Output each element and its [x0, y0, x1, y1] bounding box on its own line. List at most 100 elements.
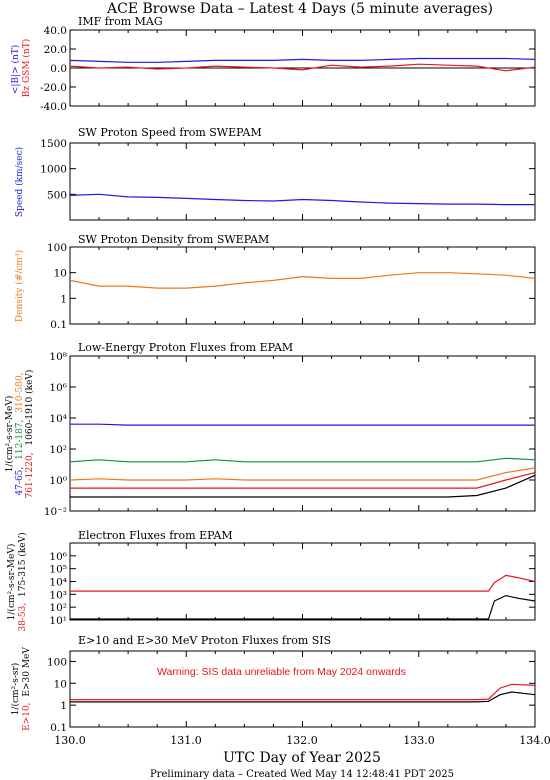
- panel-epam-electrons-ytick-label-0: 10¹: [49, 615, 67, 627]
- svg-text:761-1220, 1060-1910 (k: 761-1220, 1060-1910 (keV): [24, 370, 35, 499]
- panel-imf-ylabel: <|B|> (nT) Bz GSM (nT): [10, 39, 32, 97]
- panel-epam-electrons-ytick-label-2: 10³: [49, 589, 67, 601]
- panel-epam-protons-yticks: 10⁻² 10⁰ 10² 10⁴ 10⁶ 10⁸: [44, 351, 536, 518]
- panel-imf: IMF from MAG 40.0 20.0 0.0 -20.0 -40.0 <|B|>…: [10, 15, 536, 113]
- channel-label-47-65: 47-65,: [15, 467, 25, 496]
- panel-density-ytick-label-2: 10: [54, 268, 67, 280]
- panel-speed-title: SW Proton Speed from SWEPAM: [78, 126, 262, 139]
- series-47-65: [70, 423, 535, 426]
- panel-epam-protons-ylabel: 1/(cm²-s-sr-MeV) 47-65, 112-187, 310-580…: [4, 370, 35, 499]
- channel-label-38-53: 38-53,: [18, 603, 28, 632]
- svg-text:1/(cm²-s-sr): 1/(cm²-s-sr): [10, 663, 21, 716]
- panel-speed-ylabel: Speed (km/sec): [14, 147, 25, 217]
- series-1060-1910: [70, 474, 536, 498]
- panel-speed: SW Proton Speed from SWEPAM 50010001500 …: [14, 126, 536, 221]
- panel-epam-electrons-series: [70, 574, 536, 620]
- series-175-315: [70, 594, 536, 620]
- panel-density-ytick-label-1: 1: [60, 293, 67, 305]
- panel-epam-electrons-ytick-label-3: 10⁴: [49, 577, 67, 589]
- panel-speed-ytick-label-0: 500: [47, 189, 67, 201]
- panel-imf-ylabel-bz: Bz GSM (nT): [21, 39, 32, 97]
- panel-density-frame: [69, 246, 536, 325]
- x-axis-label: UTC Day of Year 2025: [223, 750, 381, 766]
- series-speed: [69, 193, 535, 206]
- panel-sis-series: [70, 683, 536, 703]
- panel-imf-series: [69, 57, 536, 72]
- x-tick-label-1: 131.0: [170, 734, 202, 747]
- panel-epam-protons-title: Low-Energy Proton Fluxes from EPAM: [78, 341, 293, 354]
- x-axis: 130.0 131.0 132.0 133.0 134.0 UTC Day of…: [54, 734, 550, 766]
- panel-sis-ytick-label-2: 10: [54, 678, 67, 690]
- panel-sis-frame: [69, 650, 536, 728]
- figure-title: ACE Browse Data – Latest 4 Days (5 minut…: [106, 1, 493, 17]
- series-310-580: [69, 467, 536, 481]
- svg-text:1/(cm²-s-sr-MeV): 1/(cm²-s-sr-MeV): [6, 544, 17, 621]
- panel-speed-frame: [69, 142, 536, 221]
- panel-speed-ytick-label-2: 1500: [40, 138, 67, 150]
- panel-epam-electrons-frame: [69, 542, 536, 621]
- panel-imf-ytick-label-4: -40.0: [40, 101, 67, 113]
- svg-text:<|B|> (nT) Bz GSM (nT): <|B|> (nT) Bz GSM (nT): [10, 39, 32, 97]
- panel-sis-ylabel: 1/(cm²-s-sr) E>10, E>30 MeV: [10, 647, 32, 731]
- svg-text:47-65, 112-187,: 47-65, 112-187, 310-580,: [15, 372, 25, 495]
- panel-imf-yticks: 40.0 20.0 0.0 -20.0 -40.0: [40, 25, 536, 113]
- panel-epam-electrons-ytick-label-5: 10⁶: [49, 551, 67, 563]
- panel-epam-electrons: Electron Fluxes from EPAM 10¹10²10³10⁴10…: [6, 529, 536, 632]
- channel-label-310-580: 310-580,: [15, 372, 25, 412]
- channel-label-1060-1910: 1060-1910 (keV): [24, 370, 35, 446]
- series-e-10: [70, 683, 536, 701]
- panel-epam-protons-ytick-label-1: 10⁰: [49, 475, 67, 487]
- series-38-53: [70, 574, 536, 592]
- panel-epam-protons-ytick-label-4: 10⁶: [49, 382, 67, 394]
- channel-label-e10: E>10,: [22, 702, 32, 730]
- panel-speed-series: [69, 193, 535, 206]
- panel-speed-ytick-label-1: 1000: [40, 164, 67, 176]
- series-e-30: [70, 691, 536, 703]
- panel-density-yticks: 0.1 1 10 100: [47, 242, 536, 331]
- panel-epam-protons-ylabel-units: 1/(cm²-s-sr-MeV): [4, 396, 15, 473]
- panel-sis-yticks: 0.1 1 10 100: [47, 651, 536, 734]
- panel-sis-title: E>10 and E>30 MeV Proton Fluxes from SIS: [78, 634, 331, 647]
- channel-label-e30: E>30 MeV: [22, 647, 32, 697]
- x-tick-label-0: 130.0: [54, 734, 86, 747]
- panel-epam-electrons-ylabel: 1/(cm²-s-sr-MeV) 38-53, 175-315 (keV): [6, 532, 28, 631]
- channel-label-112-187: 112-187,: [15, 420, 25, 460]
- svg-text:38-53, 175-315 (keV): 38-53, 175-315 (keV): [17, 532, 28, 631]
- series--b-: [69, 57, 536, 63]
- panel-epam-protons-ytick-label-2: 10²: [49, 444, 67, 456]
- panel-density-series: [69, 272, 536, 289]
- panel-epam-protons: Low-Energy Proton Fluxes from EPAM 10⁻²1…: [4, 341, 536, 518]
- x-tick-label-3: 133.0: [403, 734, 435, 747]
- panel-sis-ytick-label-3: 100: [47, 656, 67, 668]
- panel-density-ylabel: Density (#/cm³): [14, 250, 25, 322]
- panel-speed-yticks: 500 1000 1500: [40, 138, 536, 220]
- panel-epam-protons-ytick-label-3: 10⁴: [49, 413, 67, 425]
- panel-density-ytick-label-0: 0.1: [50, 319, 67, 331]
- panel-density: SW Proton Density from SWEPAM 0.1110100 …: [14, 233, 536, 331]
- x-tick-label-4: 134.0: [519, 734, 550, 747]
- x-tick-label-2: 132.0: [286, 734, 318, 747]
- channel-label-175-315: 175-315 (keV): [17, 532, 28, 597]
- panel-imf-ylabel-bt: <|B|> (nT): [10, 45, 21, 94]
- series-bz-gsm: [69, 63, 536, 72]
- svg-text:E>10, E>30 MeV: E>10, E>30 MeV: [22, 647, 32, 731]
- panel-epam-electrons-ylabel-units: 1/(cm²-s-sr-MeV): [6, 544, 17, 621]
- panel-sis-ylabel-units: 1/(cm²-s-sr): [10, 663, 21, 716]
- panel-epam-protons-series: [69, 423, 536, 498]
- footer-note: Preliminary data – Created Wed May 14 12…: [150, 769, 454, 780]
- channel-label-761-1220: 761-1220,: [25, 452, 35, 498]
- panel-sis-ytick-label-1: 1: [60, 700, 67, 712]
- panel-epam-electrons-title: Electron Fluxes from EPAM: [78, 529, 233, 542]
- svg-text:1/(cm²-s-sr-MeV): 1/(cm²-s-sr-MeV): [4, 396, 15, 473]
- panel-imf-title: IMF from MAG: [78, 15, 163, 28]
- panel-imf-ytick-label-2: 0.0: [50, 63, 67, 75]
- panel-sis: E>10 and E>30 MeV Proton Fluxes from SIS…: [10, 634, 536, 734]
- panel-imf-ytick-label-3: -20.0: [40, 82, 67, 94]
- panel-density-ytick-label-3: 100: [47, 242, 67, 254]
- panel-epam-electrons-ytick-label-1: 10²: [49, 602, 67, 614]
- panel-epam-protons-ytick-label-5: 10⁸: [49, 351, 67, 363]
- panel-epam-protons-ytick-label-0: 10⁻²: [44, 506, 67, 518]
- series-761-1220: [70, 472, 536, 489]
